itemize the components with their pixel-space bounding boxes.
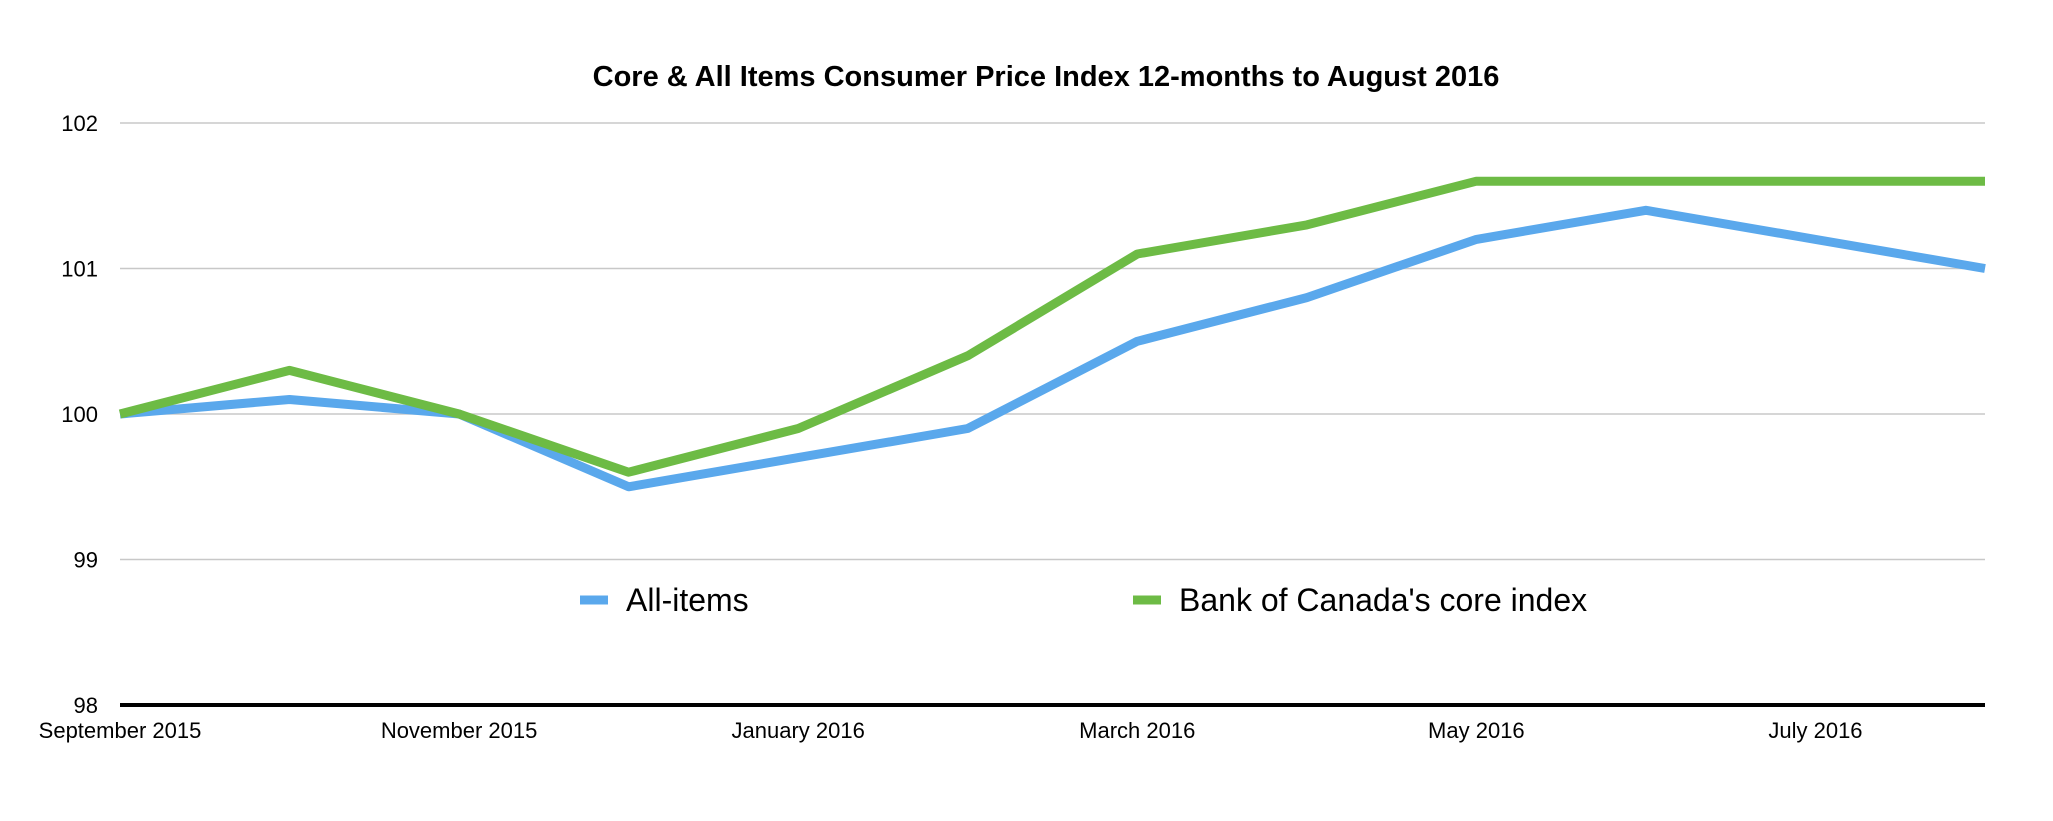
x-tick-label: May 2016 [1428,718,1525,743]
y-tick-label: 101 [61,257,98,282]
x-tick-label: July 2016 [1768,718,1862,743]
y-tick-label: 99 [74,548,98,573]
series-line-0 [119,205,1986,492]
y-tick-label: 102 [61,111,98,136]
x-tick-label: September 2015 [39,718,202,743]
y-axis-ticks: 98 99 100 101 102 [61,111,98,718]
series-line-1 [118,176,1985,477]
legend: All-items Bank of Canada's core index [580,582,1587,618]
legend-label: All-items [626,582,749,618]
series-lines [118,176,1986,492]
y-tick-label: 100 [61,402,98,427]
chart-title: Core & All Items Consumer Price Index 12… [593,61,1500,93]
gridlines [120,122,1985,707]
x-axis-ticks: September 2015 November 2015 January 2016 M… [39,718,1863,743]
legend-label: Bank of Canada's core index [1179,582,1587,618]
x-tick-label: January 2016 [732,718,865,743]
x-tick-label: March 2016 [1079,718,1195,743]
y-tick-label: 98 [74,693,98,718]
x-tick-label: November 2015 [381,718,538,743]
